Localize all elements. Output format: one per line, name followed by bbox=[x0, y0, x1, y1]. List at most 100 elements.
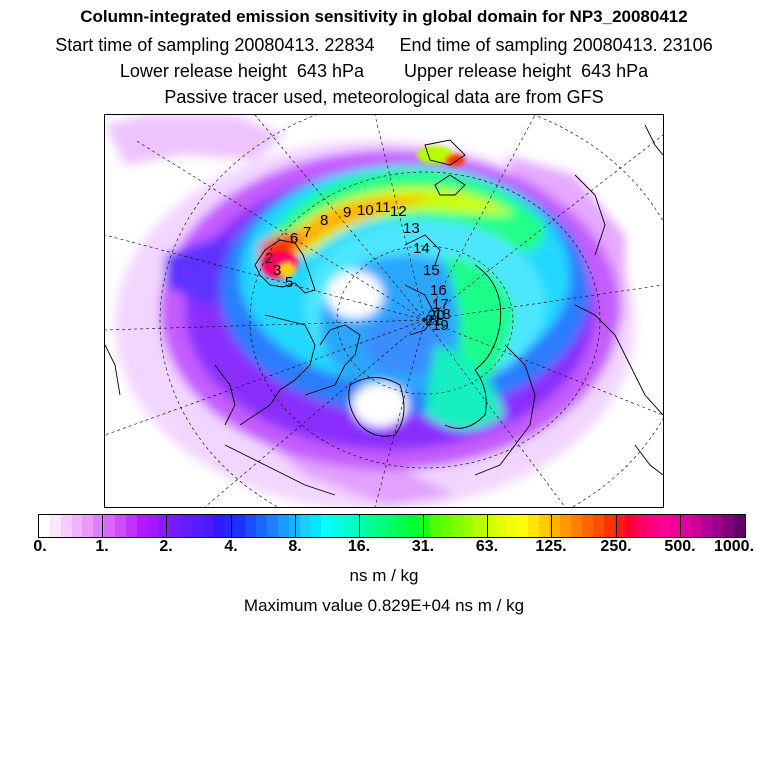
colorbar-cell bbox=[256, 515, 268, 537]
trajectory-label: 19 bbox=[432, 317, 449, 334]
colorbar-cell bbox=[560, 515, 572, 537]
trajectory-label: 13 bbox=[403, 220, 420, 237]
colorbar-cell bbox=[125, 515, 137, 537]
colorbar-cell bbox=[332, 515, 344, 537]
colorbar-tick-label: 2. bbox=[159, 538, 173, 555]
polar-map: 2 3 5 6 7 8 9 10 11 12 13 14 15 16 17 18 19 20 21 bbox=[104, 114, 664, 508]
colorbar-cell bbox=[201, 515, 213, 537]
colorbar-cell bbox=[169, 515, 181, 537]
colorbar-cell bbox=[93, 515, 105, 537]
colorbar-cell bbox=[419, 515, 430, 537]
trajectory-label: 2 bbox=[265, 250, 273, 267]
colorbar-cell bbox=[429, 515, 441, 537]
colorbar-cell bbox=[592, 515, 604, 537]
colorbar-cell bbox=[636, 515, 648, 537]
colorbar-cell bbox=[49, 515, 61, 537]
trajectory-label: 3 bbox=[273, 262, 281, 279]
colorbar-cell bbox=[104, 515, 116, 537]
trajectory-label: 15 bbox=[423, 262, 440, 279]
colorbar-cell bbox=[701, 515, 713, 537]
colorbar-tick-label: 1000. bbox=[713, 538, 755, 555]
colorbar-cell bbox=[723, 515, 734, 537]
colorbar-cell bbox=[82, 515, 94, 537]
trajectory-label: 20 bbox=[428, 307, 445, 324]
colorbar-cell bbox=[484, 515, 496, 537]
colorbar-tick bbox=[295, 514, 296, 538]
colorbar-cell bbox=[614, 515, 626, 537]
colorbar-cell bbox=[60, 515, 72, 537]
colorbar-cell bbox=[451, 515, 463, 537]
colorbar-tick bbox=[680, 514, 681, 538]
colorbar-tick bbox=[166, 514, 167, 538]
sensitivity-field bbox=[105, 115, 635, 507]
colorbar-cell bbox=[158, 515, 170, 537]
colorbar-tick bbox=[487, 514, 488, 538]
colorbar-cell bbox=[386, 515, 398, 537]
colorbar-cell bbox=[505, 515, 517, 537]
colorbar-tick bbox=[616, 514, 617, 538]
colorbar-cell bbox=[734, 515, 745, 537]
colorbar-tick-label: 250. bbox=[600, 538, 632, 555]
colorbar-tick-label: 1. bbox=[95, 538, 109, 555]
colorbar-cell bbox=[191, 515, 202, 537]
trajectory-label: 6 bbox=[290, 230, 298, 247]
trajectory-label: 12 bbox=[390, 203, 407, 220]
trajectory-label: 8 bbox=[320, 212, 328, 229]
colorbar-tick-label: 500. bbox=[664, 538, 696, 555]
colorbar-cell bbox=[299, 515, 311, 537]
colorbar-cell bbox=[245, 515, 257, 537]
colorbar-cell bbox=[39, 515, 50, 537]
colorbar-cell bbox=[375, 515, 387, 537]
colorbar-cell bbox=[310, 515, 322, 537]
colorbar-cell bbox=[234, 515, 246, 537]
colorbar-cell bbox=[679, 515, 691, 537]
trajectory-label: 7 bbox=[303, 224, 311, 241]
trajectory-label: 11 bbox=[375, 199, 391, 216]
colorbar-cell bbox=[223, 515, 235, 537]
colorbar-cell bbox=[212, 515, 224, 537]
coastlines bbox=[105, 124, 663, 496]
colorbar-cell bbox=[397, 515, 409, 537]
trajectory-label: 17 bbox=[432, 296, 449, 313]
release-height-line: Lower release height 643 hPa Upper relea… bbox=[119, 61, 649, 81]
colorbar-cell bbox=[440, 515, 452, 537]
colorbar-tick-label: 16. bbox=[347, 538, 371, 555]
colorbar-tick-label: 0. bbox=[33, 538, 47, 555]
trajectory-label: 10 bbox=[357, 202, 374, 219]
chart-title: Column-integrated emission sensitivity i… bbox=[80, 7, 688, 26]
colorbar-cell bbox=[668, 515, 680, 537]
trajectory-label: 18 bbox=[434, 306, 451, 323]
colorbar-cell bbox=[516, 515, 528, 537]
colorbar-tick bbox=[423, 514, 424, 538]
colorbar-cell bbox=[473, 515, 485, 537]
colorbar-tick-label: 31. bbox=[411, 538, 435, 555]
colorbar bbox=[38, 514, 746, 538]
colorbar-cell bbox=[277, 515, 289, 537]
colorbar-tick bbox=[551, 514, 552, 538]
colorbar-cell bbox=[549, 515, 561, 537]
colorbar-unit: ns m / kg bbox=[349, 566, 419, 585]
colorbar-cell bbox=[462, 515, 474, 537]
colorbar-cell bbox=[690, 515, 702, 537]
colorbar-tick bbox=[102, 514, 103, 538]
colorbar-cell bbox=[538, 515, 550, 537]
trajectory-label: 9 bbox=[343, 204, 351, 221]
graticule bbox=[105, 115, 663, 507]
colorbar-cell bbox=[571, 515, 582, 537]
colorbar-cell bbox=[408, 515, 420, 537]
colorbar-cell bbox=[267, 515, 278, 537]
maximum-value: Maximum value 0.829E+04 ns m / kg bbox=[243, 596, 525, 615]
colorbar-tick bbox=[359, 514, 360, 538]
colorbar-cell bbox=[657, 515, 669, 537]
colorbar-tick-label: 63. bbox=[475, 538, 499, 555]
colorbar-cell bbox=[180, 515, 192, 537]
colorbar-cell bbox=[115, 515, 126, 537]
sampling-time-line: Start time of sampling 20080413. 22834 E… bbox=[55, 35, 713, 55]
trajectory-label: 14 bbox=[413, 240, 430, 257]
colorbar-cell bbox=[712, 515, 724, 537]
colorbar-cell bbox=[136, 515, 148, 537]
colorbar-cell bbox=[288, 515, 300, 537]
colorbar-tick-label: 4. bbox=[224, 538, 238, 555]
colorbar-cell bbox=[647, 515, 658, 537]
